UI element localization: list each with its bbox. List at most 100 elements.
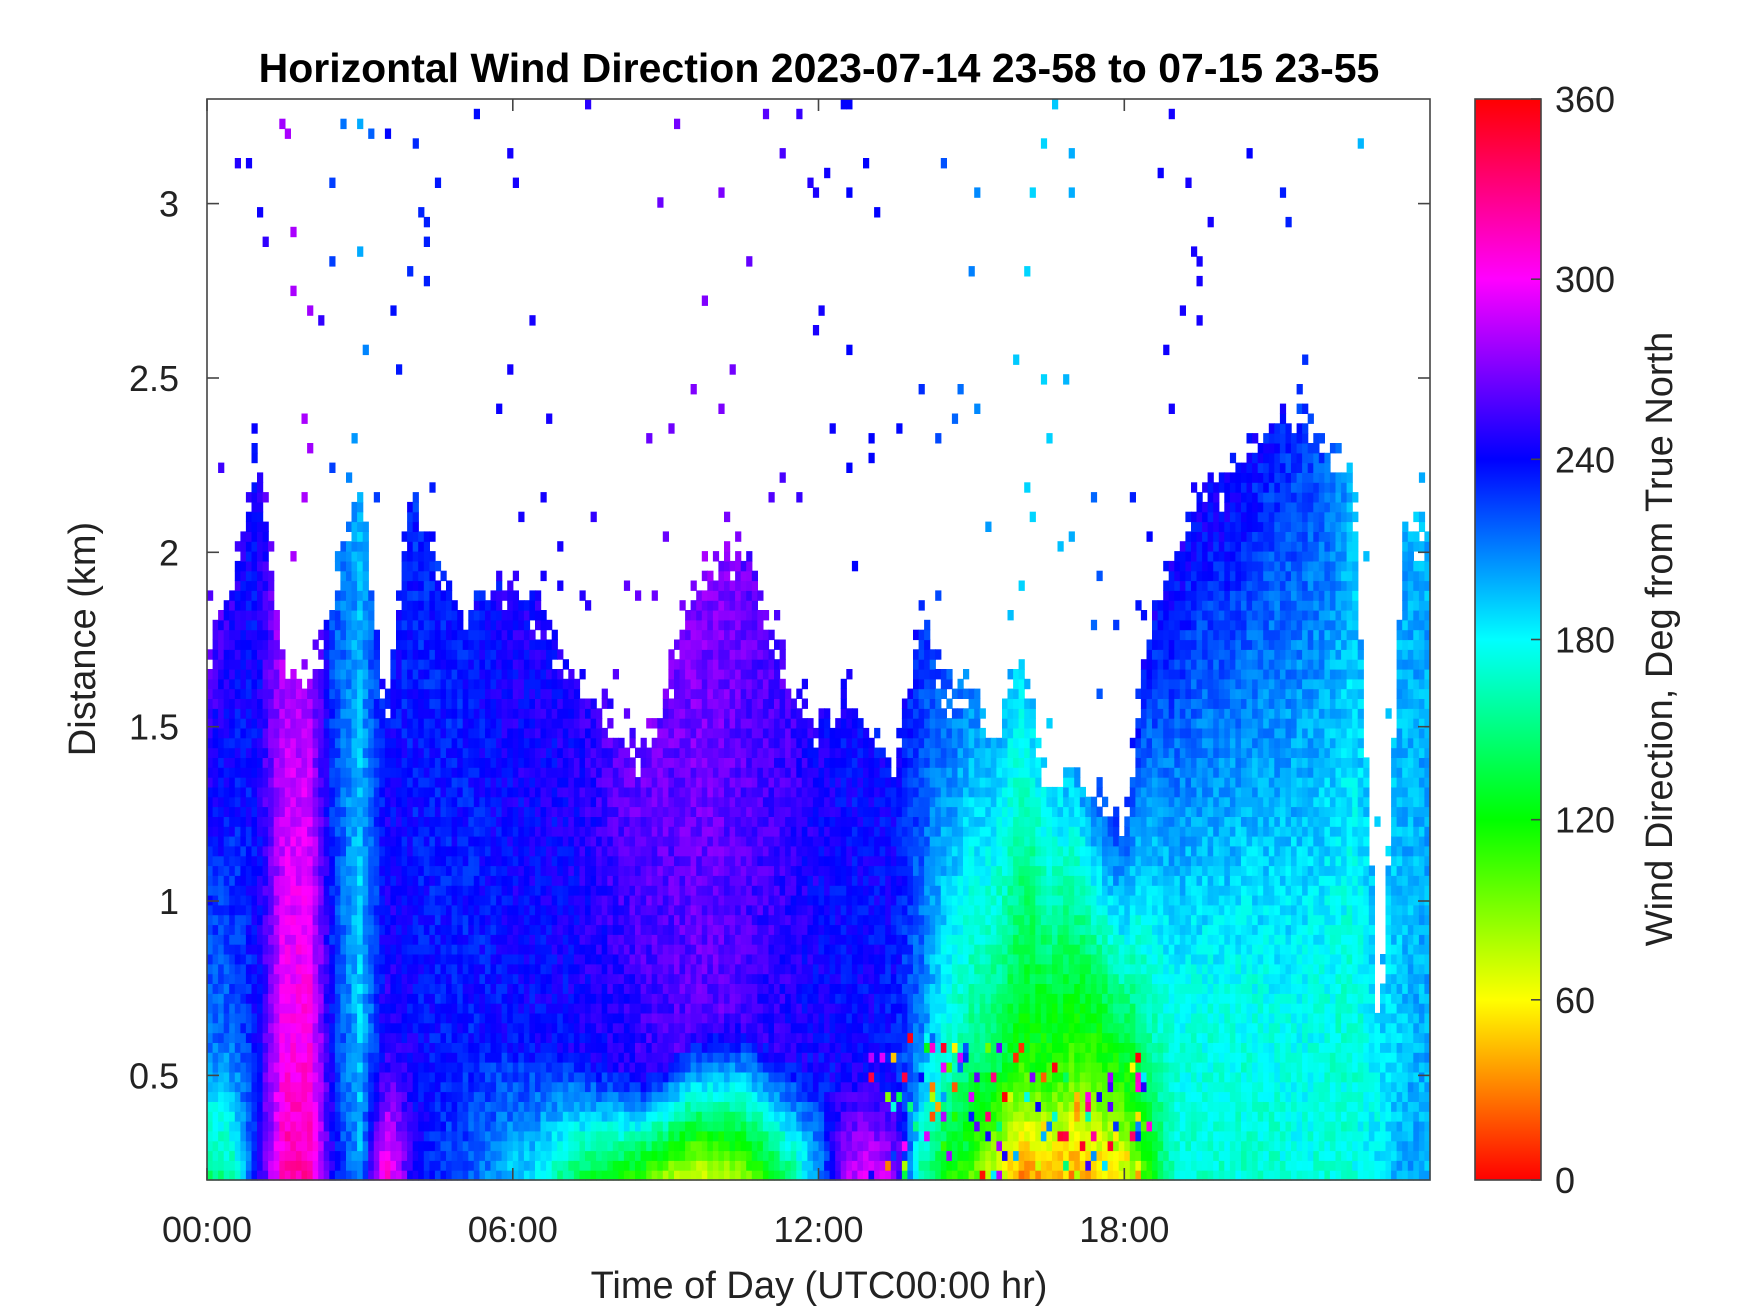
heatmap-cell xyxy=(346,649,353,660)
heatmap-cell xyxy=(279,855,286,867)
heatmap-cell xyxy=(451,718,458,729)
heatmap-cell xyxy=(446,806,453,817)
heatmap-cell xyxy=(362,521,369,532)
heatmap-cell xyxy=(390,747,397,758)
heatmap-cell xyxy=(434,1111,442,1122)
heatmap-cell xyxy=(518,954,525,965)
heatmap-cell xyxy=(473,885,480,896)
heatmap-cell xyxy=(307,993,314,1004)
heatmap-cell xyxy=(423,1032,430,1043)
heatmap-cell xyxy=(368,629,375,641)
heatmap-cell xyxy=(234,963,241,975)
heatmap-cell xyxy=(585,737,592,749)
heatmap-cell xyxy=(351,806,358,817)
heatmap-cell xyxy=(440,806,447,817)
heatmap-cell xyxy=(434,1121,442,1132)
heatmap-cell xyxy=(668,708,675,719)
heatmap-cell xyxy=(407,619,414,631)
heatmap-cell xyxy=(440,767,447,778)
heatmap-cell xyxy=(462,639,469,650)
heatmap-cell xyxy=(340,590,347,601)
heatmap-cell xyxy=(529,1042,536,1053)
heatmap-cell xyxy=(384,954,392,965)
heatmap-cell xyxy=(523,1022,531,1034)
heatmap-cell xyxy=(512,678,519,690)
heatmap-cell xyxy=(607,1062,614,1073)
heatmap-cell xyxy=(223,737,230,749)
heatmap-cell xyxy=(440,1032,447,1043)
heatmap-cell xyxy=(434,865,442,876)
heatmap-cell xyxy=(579,708,586,719)
heatmap-cell xyxy=(662,924,669,935)
heatmap-cell xyxy=(279,1130,286,1142)
heatmap-cell xyxy=(323,708,330,719)
heatmap-cell xyxy=(462,1062,469,1073)
heatmap-cell xyxy=(468,1111,475,1122)
heatmap-cell xyxy=(373,629,380,641)
heatmap-cell xyxy=(229,855,236,867)
heatmap-cell xyxy=(446,619,453,631)
heatmap-cell xyxy=(562,895,569,906)
heatmap-cell xyxy=(490,767,497,778)
heatmap-cell xyxy=(223,757,230,768)
heatmap-cell xyxy=(529,708,536,719)
heatmap-cell xyxy=(312,1101,319,1112)
heatmap-cell xyxy=(440,904,447,916)
heatmap-cell xyxy=(451,610,458,621)
heatmap-cell xyxy=(568,669,575,680)
heatmap-cell xyxy=(412,1101,419,1112)
heatmap-cell xyxy=(357,836,364,847)
heatmap-cell xyxy=(290,1170,297,1181)
heatmap-cell xyxy=(551,924,558,935)
heatmap-cell xyxy=(284,1121,291,1132)
heatmap-cell xyxy=(429,698,436,709)
heatmap-cell xyxy=(312,1022,319,1034)
heatmap-cell xyxy=(340,737,347,749)
heatmap-cell xyxy=(273,639,280,650)
heatmap-cell xyxy=(251,1121,258,1132)
heatmap-cell xyxy=(307,678,314,690)
heatmap-cell xyxy=(468,1091,475,1102)
heatmap-cell xyxy=(618,924,625,935)
heatmap-cell xyxy=(301,895,308,906)
heatmap-cell xyxy=(257,806,264,817)
heatmap-cell xyxy=(446,1003,453,1014)
heatmap-cell xyxy=(512,590,519,601)
heatmap-cell xyxy=(418,718,425,729)
heatmap-cell xyxy=(585,1101,592,1112)
heatmap-cell xyxy=(223,845,230,857)
heatmap-cell xyxy=(423,944,430,955)
heatmap-cell xyxy=(523,1130,531,1142)
heatmap-cell xyxy=(207,590,214,601)
heatmap-cell xyxy=(279,727,286,739)
heatmap-cell xyxy=(340,1012,347,1024)
heatmap-cell xyxy=(268,718,275,729)
heatmap-cell xyxy=(423,934,430,945)
heatmap-cell xyxy=(585,1121,592,1132)
heatmap-cell xyxy=(429,963,436,975)
plot-area xyxy=(206,98,1431,1181)
heatmap-cell xyxy=(557,855,564,867)
heatmap-cell xyxy=(262,541,269,552)
heatmap-cell xyxy=(479,688,486,699)
heatmap-cell xyxy=(579,1012,586,1024)
heatmap-cell xyxy=(323,983,330,994)
heatmap-cell xyxy=(390,1160,397,1171)
heatmap-cell xyxy=(379,1071,386,1083)
heatmap-cell xyxy=(312,973,319,984)
heatmap-cell xyxy=(657,747,664,758)
heatmap-cell xyxy=(357,1003,364,1014)
heatmap-cell xyxy=(312,767,319,778)
heatmap-cell xyxy=(468,1022,475,1034)
heatmap-cell xyxy=(229,845,236,857)
heatmap-cell xyxy=(590,747,597,758)
heatmap-cell xyxy=(523,777,531,788)
heatmap-cell xyxy=(329,845,336,857)
heatmap-cell xyxy=(412,560,419,572)
heatmap-cell xyxy=(446,747,453,758)
heatmap-cell xyxy=(407,963,414,975)
heatmap-cell xyxy=(668,1081,675,1093)
heatmap-cell xyxy=(557,934,564,945)
heatmap-cell xyxy=(629,806,636,817)
heatmap-cell xyxy=(429,767,436,778)
